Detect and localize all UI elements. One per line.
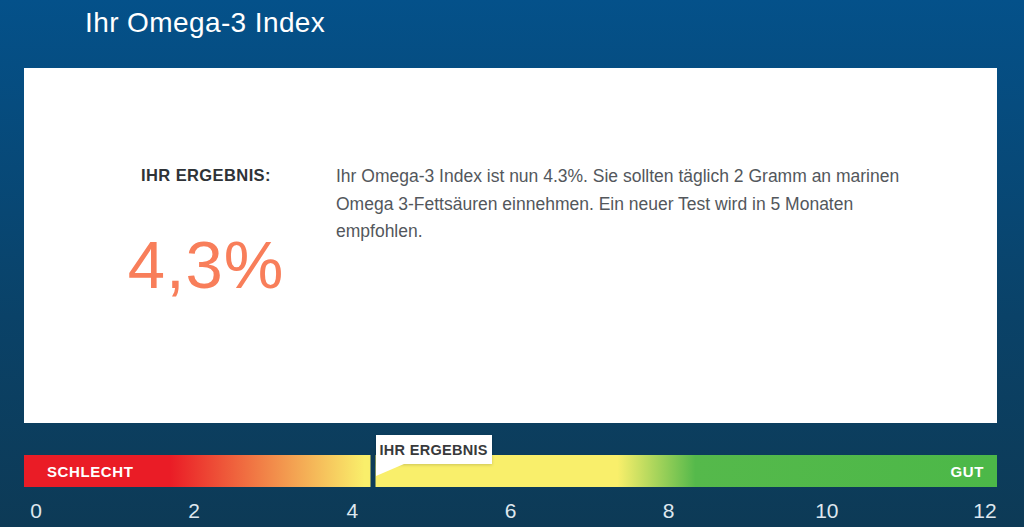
scale-tick-4: 4 (346, 499, 358, 523)
result-tooltip: IHR ERGEBNIS (376, 435, 492, 464)
tooltip-pointer-icon (376, 464, 404, 476)
scale-tick-2: 2 (188, 499, 200, 523)
result-tooltip-label: IHR ERGEBNIS (379, 442, 487, 458)
scale-tick-6: 6 (505, 499, 517, 523)
result-label: IHR ERGEBNIS: (76, 166, 336, 185)
result-marker-line (370, 448, 375, 487)
result-description-line: Omega 3-Fettsäuren einnehmen. Ein neuer … (336, 191, 927, 219)
scale-ticks-row: 0 2 4 6 8 10 12 (24, 499, 997, 523)
scale-gradient-bar: SCHLECHT GUT (24, 455, 997, 487)
result-value: 4,3% (76, 231, 336, 298)
scale-bad-label: SCHLECHT (47, 463, 133, 480)
result-description-line: Ihr Omega-3 Index ist nun 4.3%. Sie soll… (336, 163, 927, 191)
scale-tick-10: 10 (815, 499, 838, 523)
omega3-index-scale: SCHLECHT GUT IHR ERGEBNIS 0 2 4 6 8 10 12 (24, 433, 997, 527)
scale-good-label: GUT (951, 463, 984, 480)
result-description-line: empfohlen. (336, 218, 927, 246)
result-description: Ihr Omega-3 Index ist nun 4.3%. Sie soll… (336, 163, 927, 246)
scale-tick-0: 0 (30, 499, 42, 523)
page-title: Ihr Omega-3 Index (85, 7, 325, 39)
result-description-column: Ihr Omega-3 Index ist nun 4.3%. Sie soll… (336, 68, 997, 423)
scale-tick-12: 12 (973, 499, 996, 523)
result-summary-column: IHR ERGEBNIS: 4,3% (24, 68, 336, 423)
result-card: IHR ERGEBNIS: 4,3% Ihr Omega-3 Index ist… (24, 68, 997, 423)
scale-tick-8: 8 (663, 499, 675, 523)
